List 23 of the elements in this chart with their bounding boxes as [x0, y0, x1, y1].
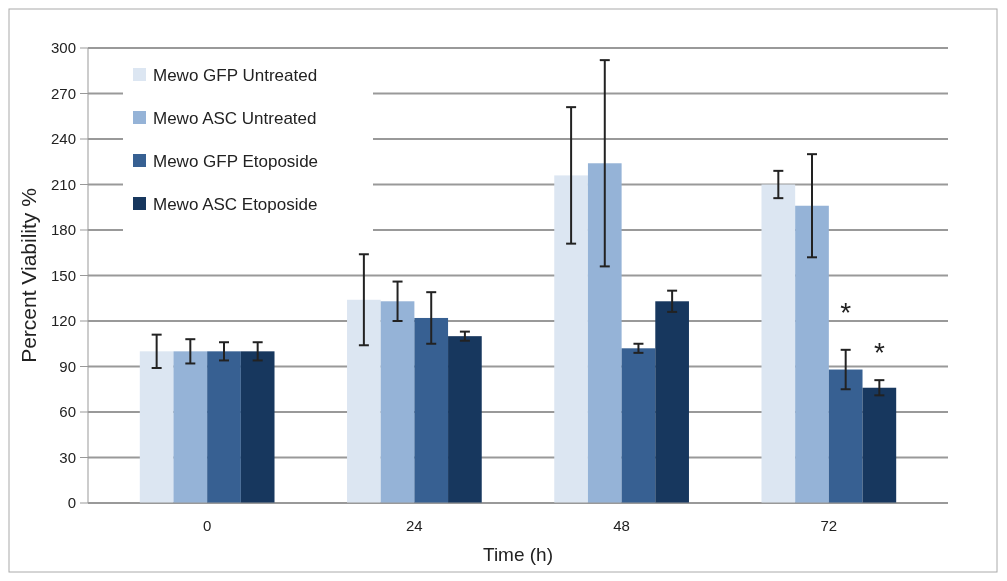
annotation: *: [873, 336, 885, 368]
y-tick-label: 240: [50, 130, 76, 148]
y-tick-label: 210: [50, 175, 76, 193]
x-tick-label: 24: [406, 517, 423, 534]
y-tick-label: 150: [50, 266, 76, 284]
y-tick-label: 90: [59, 357, 76, 375]
y-tick-label: 60: [59, 403, 76, 421]
x-tick-label: 48: [613, 517, 630, 534]
x-tick-label: 0: [202, 517, 212, 534]
y-tick-label: 0: [67, 494, 76, 512]
y-tick-label: 300: [50, 39, 76, 57]
legend-label: Mewo ASC Etoposide: [153, 194, 318, 214]
y-tick-label: 30: [59, 448, 76, 466]
x-tick-label: 72: [820, 517, 838, 534]
y-axis-title: Percent Viability %: [17, 188, 40, 363]
y-tick-label: 120: [50, 312, 76, 330]
legend-label: Mewo ASC Untreated: [153, 108, 317, 128]
legend-label: Mewo GFP Untreated: [153, 65, 318, 85]
y-tick-label: 270: [50, 84, 76, 102]
y-tick-label: 180: [50, 221, 76, 239]
legend-label: Mewo GFP Etoposide: [153, 151, 319, 171]
annotation: *: [840, 297, 852, 329]
x-axis-title: Time (h): [482, 544, 554, 565]
